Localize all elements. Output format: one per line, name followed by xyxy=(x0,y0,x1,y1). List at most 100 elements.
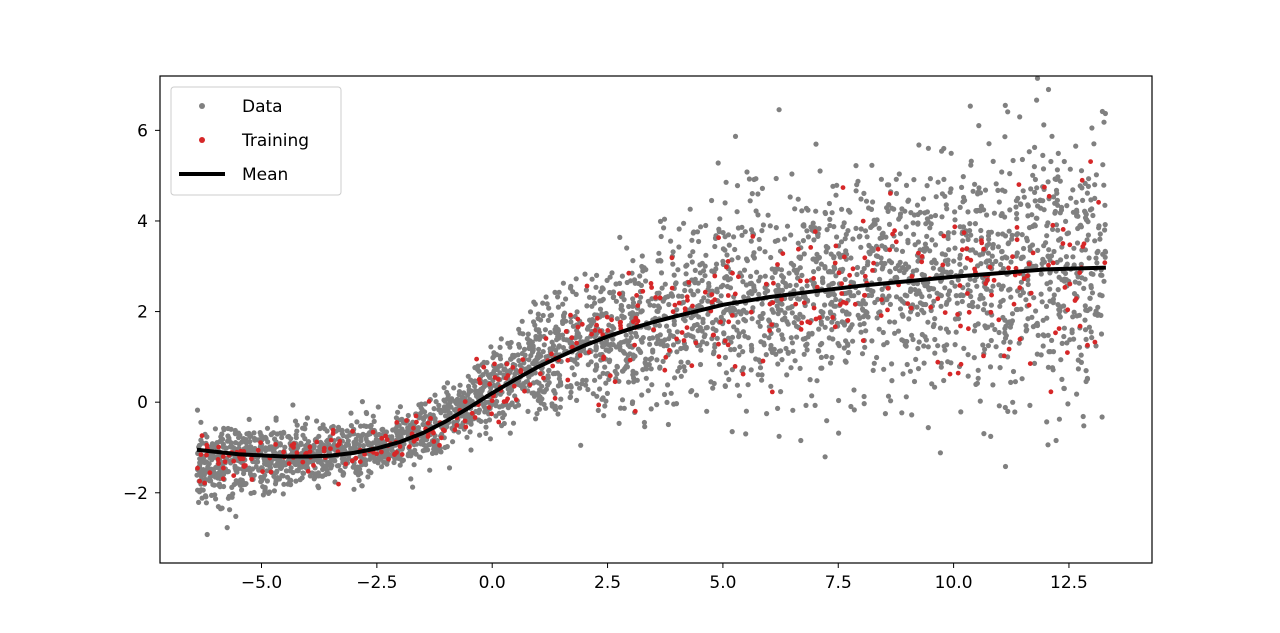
data-point xyxy=(1017,201,1024,207)
training-point xyxy=(862,273,868,279)
data-point xyxy=(516,358,522,364)
data-point xyxy=(1092,238,1098,244)
training-point xyxy=(1014,237,1020,243)
data-point xyxy=(935,343,941,349)
data-point xyxy=(915,211,921,218)
training-point xyxy=(437,442,442,448)
data-point xyxy=(920,301,926,307)
data-point xyxy=(854,271,860,278)
data-point xyxy=(1016,340,1022,346)
data-point xyxy=(574,381,580,387)
data-point xyxy=(465,373,471,379)
data-point xyxy=(1100,162,1106,168)
data-point xyxy=(908,210,914,216)
data-point xyxy=(810,220,816,226)
data-point xyxy=(682,281,688,287)
data-point xyxy=(697,361,704,368)
data-point xyxy=(368,470,374,476)
data-point xyxy=(589,276,595,282)
data-point xyxy=(951,258,957,264)
data-point xyxy=(1041,243,1047,249)
data-point xyxy=(203,500,209,506)
data-point xyxy=(302,421,309,427)
training-point xyxy=(780,251,786,256)
data-point xyxy=(848,293,854,299)
data-point xyxy=(829,299,835,305)
data-point xyxy=(862,344,868,350)
training-point xyxy=(394,420,400,425)
data-point xyxy=(736,331,742,337)
data-point xyxy=(531,319,537,325)
data-point xyxy=(1025,281,1031,288)
data-point xyxy=(363,423,369,429)
data-point xyxy=(868,287,874,294)
training-point xyxy=(722,338,728,344)
data-point xyxy=(1077,183,1083,189)
data-point xyxy=(921,343,927,349)
data-point xyxy=(988,337,994,344)
training-point xyxy=(1077,270,1083,276)
data-point xyxy=(831,303,837,309)
data-point xyxy=(1062,276,1068,282)
data-point xyxy=(739,232,745,238)
data-point xyxy=(824,227,830,233)
data-point xyxy=(923,337,930,343)
data-point xyxy=(975,304,981,310)
data-point xyxy=(944,342,950,348)
data-point xyxy=(722,247,728,253)
data-point xyxy=(555,294,561,300)
training-point xyxy=(1010,254,1015,260)
data-point xyxy=(915,311,921,317)
data-point xyxy=(555,304,562,310)
data-point xyxy=(722,383,728,389)
training-point xyxy=(651,327,656,333)
training-point xyxy=(513,397,519,402)
data-point xyxy=(928,221,934,227)
data-point xyxy=(850,236,856,242)
data-point xyxy=(637,348,643,354)
training-point xyxy=(862,293,867,298)
data-point xyxy=(1000,266,1007,272)
data-point xyxy=(887,268,893,274)
data-point xyxy=(293,478,299,484)
data-point xyxy=(803,402,809,408)
data-point xyxy=(992,326,998,333)
data-point xyxy=(608,341,614,347)
training-point xyxy=(300,459,306,465)
data-point xyxy=(957,261,963,267)
data-point xyxy=(319,461,325,467)
data-point xyxy=(691,322,698,329)
data-point xyxy=(1044,419,1050,425)
data-point xyxy=(827,360,834,366)
data-point xyxy=(704,341,710,347)
data-point xyxy=(209,441,215,447)
data-point xyxy=(1065,401,1071,407)
data-point xyxy=(722,200,728,206)
data-point xyxy=(1013,306,1020,313)
training-point xyxy=(1026,261,1032,267)
data-point xyxy=(809,330,815,336)
data-point xyxy=(665,382,671,388)
data-point xyxy=(300,432,306,438)
training-point xyxy=(607,373,613,379)
data-point xyxy=(985,250,992,256)
data-point xyxy=(990,245,996,251)
data-point xyxy=(889,361,895,367)
data-point xyxy=(1039,299,1045,305)
training-point xyxy=(462,399,468,404)
training-point xyxy=(197,478,203,484)
training-point xyxy=(384,437,390,442)
data-point xyxy=(1069,330,1075,336)
data-point xyxy=(1088,197,1094,203)
data-point xyxy=(661,343,667,349)
data-point xyxy=(1045,364,1051,370)
training-point xyxy=(383,433,388,439)
data-point xyxy=(619,307,626,313)
training-point xyxy=(965,291,970,296)
data-point xyxy=(543,386,550,392)
data-point xyxy=(977,190,984,196)
data-point xyxy=(795,196,801,202)
data-point xyxy=(1025,277,1031,283)
data-point xyxy=(607,274,613,280)
data-point xyxy=(1055,150,1061,156)
